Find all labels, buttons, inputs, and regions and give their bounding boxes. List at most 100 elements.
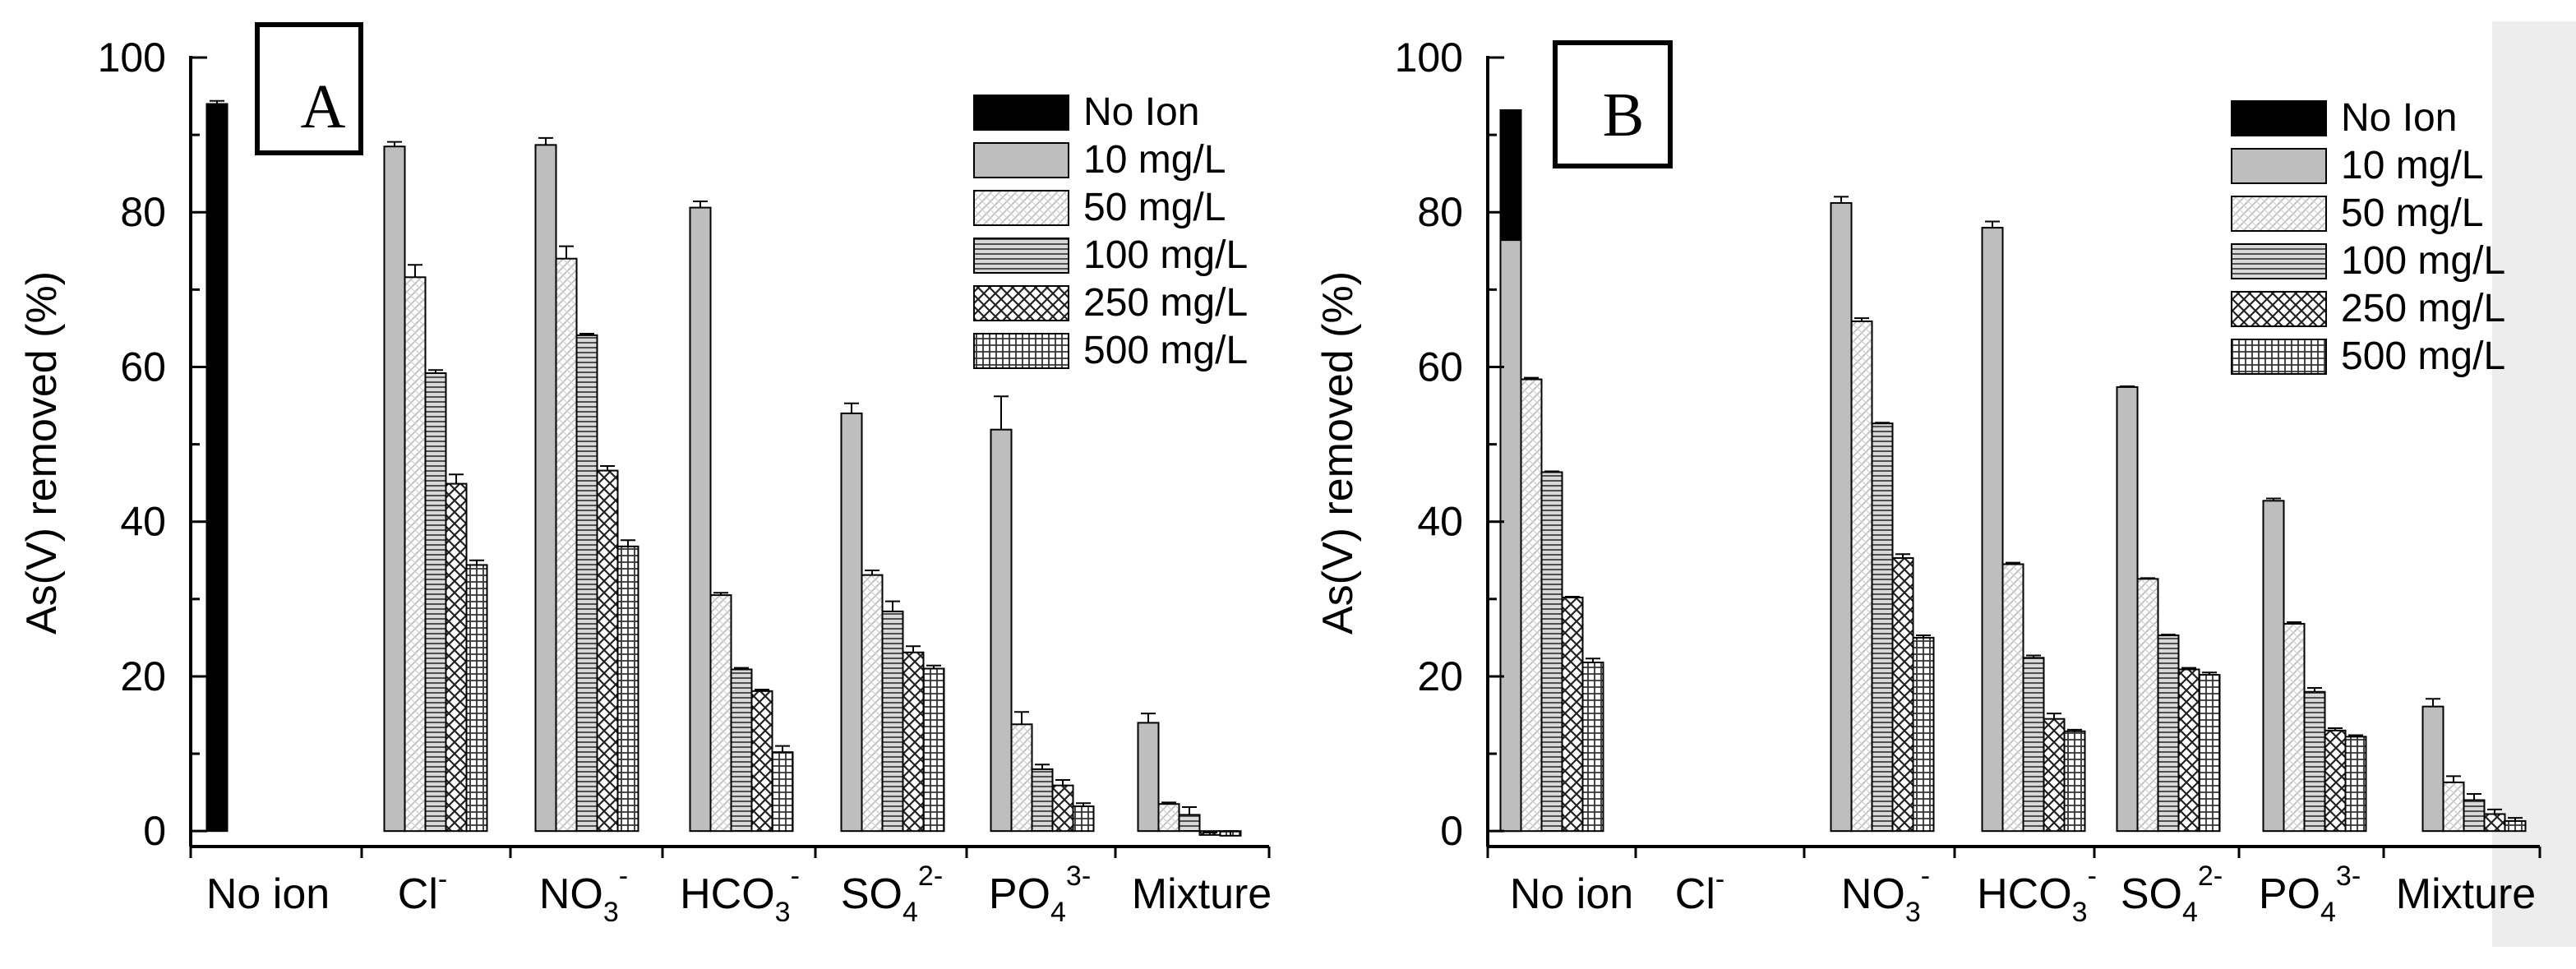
x-category-label: HCO3- [1977, 861, 2097, 928]
bar [1830, 201, 1853, 833]
y-tick-label: 40 [1417, 499, 1463, 545]
margin-strip [2492, 21, 2576, 947]
bar [2136, 578, 2159, 833]
bar [1520, 378, 1543, 833]
bar [555, 257, 578, 833]
legend-label: No Ion [2341, 96, 2457, 140]
bar [1051, 784, 1074, 833]
legend-swatch [973, 238, 1069, 274]
legend-swatch [2231, 148, 2327, 184]
bar [2262, 500, 2285, 833]
y-tick-label: 80 [1417, 189, 1463, 235]
bar [750, 690, 773, 833]
legend-swatch [973, 333, 1069, 369]
bar [424, 372, 447, 833]
bar [1178, 814, 1201, 833]
legend-label: 500 mg/L [2341, 335, 2505, 378]
bar [2001, 563, 2024, 833]
bar [2063, 730, 2086, 833]
bar [1981, 227, 2004, 833]
bar [2324, 729, 2347, 833]
bar [2022, 657, 2045, 833]
bar [2116, 385, 2139, 833]
bar [1850, 320, 1873, 833]
y-tick-label: 100 [1395, 35, 1463, 81]
bar [404, 276, 427, 833]
legend-swatch [973, 190, 1069, 226]
bar [575, 334, 598, 833]
bar [616, 545, 639, 833]
y-tick-label: 0 [143, 808, 166, 854]
x-category-label: NO3- [1841, 861, 1930, 928]
bar [922, 667, 945, 833]
legend-swatch [973, 142, 1069, 178]
panel-label-box [255, 22, 363, 155]
legend-label: 50 mg/L [2341, 191, 2483, 235]
bar [990, 428, 1013, 833]
bar [1010, 723, 1033, 833]
bar [840, 412, 863, 833]
x-category-label: SO42- [841, 861, 943, 928]
bar [2442, 781, 2465, 833]
x-category-label: PO43- [2259, 861, 2361, 928]
y-tick-label: 60 [1417, 344, 1463, 390]
bar [2043, 718, 2066, 833]
x-category-label: PO43- [989, 861, 1091, 928]
legend-swatch [2231, 196, 2327, 232]
bar [2283, 622, 2306, 833]
bar [1072, 805, 1095, 833]
bar [534, 144, 557, 833]
x-category-label: HCO3- [680, 861, 800, 928]
bar [902, 651, 925, 833]
x-category-label: Cl- [1675, 864, 1724, 918]
x-category-label: Cl- [398, 864, 447, 918]
bar [1581, 662, 1604, 833]
bar [2177, 668, 2200, 833]
x-category-label: NO3- [539, 861, 628, 928]
panel-a: 0 20 40 60 80 100 No ion Cl- NO3- HCO3- SO42- PO43-… [18, 22, 1272, 928]
legend-label: 100 mg/L [2341, 239, 2505, 283]
bar [730, 668, 753, 833]
bar [881, 610, 904, 833]
bar [1540, 471, 1563, 833]
bar [1561, 596, 1584, 833]
bar [205, 103, 229, 833]
bar [2344, 736, 2367, 833]
legend-label: No Ion [1083, 90, 1199, 134]
y-tick-label: 100 [98, 35, 166, 81]
bar [2421, 705, 2444, 833]
bar [1031, 768, 1054, 833]
legend-swatch [2231, 339, 2327, 375]
x-category-label: Mixture [2396, 870, 2536, 918]
bar [709, 594, 732, 833]
panel-label: B [1603, 81, 1645, 150]
bar [465, 564, 488, 833]
panel-label: A [301, 72, 346, 141]
legend-swatch [973, 285, 1069, 321]
x-category-label: Mixture [1132, 870, 1272, 918]
bar [1912, 636, 1935, 833]
y-axis-label: As(V) removed (%) [1314, 271, 1362, 634]
panel-label-box [1553, 40, 1673, 168]
bar [2303, 690, 2326, 833]
legend-label: 500 mg/L [1083, 329, 1248, 372]
legend-label: 250 mg/L [1083, 281, 1248, 325]
y-tick-label: 60 [120, 344, 166, 390]
bar [383, 145, 406, 833]
y-tick-label: 20 [120, 653, 166, 699]
bar [596, 469, 619, 833]
legend-swatch [973, 95, 1069, 131]
legend-label: 50 mg/L [1083, 186, 1226, 229]
y-axis-label: As(V) removed (%) [18, 271, 66, 634]
bar [861, 574, 884, 833]
x-category-label: No ion [206, 870, 330, 918]
bar [2504, 819, 2527, 833]
legend-swatch [2231, 243, 2327, 279]
legend-swatch [2231, 100, 2327, 136]
legend-label: 10 mg/L [2341, 144, 2483, 187]
y-tick-label: 80 [120, 189, 166, 235]
bar [2483, 813, 2506, 833]
bar [771, 751, 794, 833]
bar [689, 206, 712, 833]
